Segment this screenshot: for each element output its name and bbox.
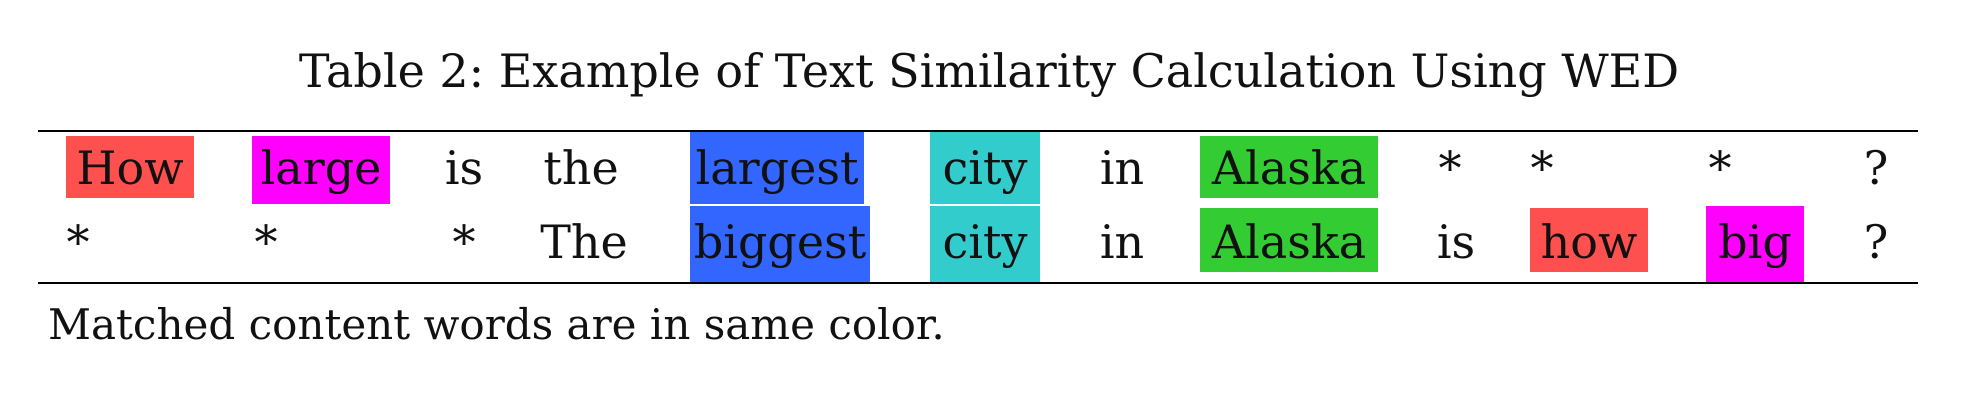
table-cell-city: city	[930, 132, 1040, 204]
table-cell-alaska: Alaska	[1200, 132, 1378, 204]
table-cell-city: city	[930, 206, 1040, 282]
table-cell: ?	[1863, 215, 1889, 269]
table-cell-biggest: biggest	[690, 206, 870, 282]
table-cell-largest: largest	[690, 132, 864, 204]
highlight-city	[930, 132, 1040, 204]
highlight-alaska	[1200, 136, 1378, 198]
table-cell: ?	[1863, 141, 1889, 195]
table-cell: *	[1708, 141, 1732, 195]
table-cell-big: big	[1706, 206, 1804, 282]
highlight-city	[930, 206, 1040, 282]
table-note: Matched content words are in same color.	[48, 300, 945, 349]
table-caption: Table 2: Example of Text Similarity Calc…	[298, 44, 1680, 98]
table-top-rule	[38, 130, 1918, 132]
table-cell: is	[444, 141, 484, 195]
table-cell: in	[1099, 215, 1145, 269]
highlight-how	[1530, 208, 1648, 272]
table-cell: *	[1530, 141, 1554, 195]
table-cell-how: how	[1530, 206, 1648, 278]
table-cell: in	[1099, 141, 1145, 195]
table-cell-alaska: Alaska	[1200, 206, 1378, 278]
highlight-big	[1706, 206, 1804, 282]
table-cell: *	[66, 215, 90, 269]
table-cell: the	[543, 141, 619, 195]
table-cell: *	[254, 215, 278, 269]
table-cell: is	[1436, 215, 1476, 269]
table-cell: *	[452, 215, 476, 269]
highlight-large	[252, 136, 390, 204]
highlight-largest	[690, 132, 864, 204]
highlight-biggest	[690, 206, 870, 282]
table-cell: *	[1438, 141, 1462, 195]
highlight-alaska	[1200, 208, 1378, 272]
table-cell-how: How	[66, 132, 194, 204]
table-cell: The	[540, 215, 628, 269]
highlight-how	[66, 136, 194, 198]
table-cell-large: large	[252, 132, 390, 204]
table-bottom-rule	[38, 282, 1918, 284]
